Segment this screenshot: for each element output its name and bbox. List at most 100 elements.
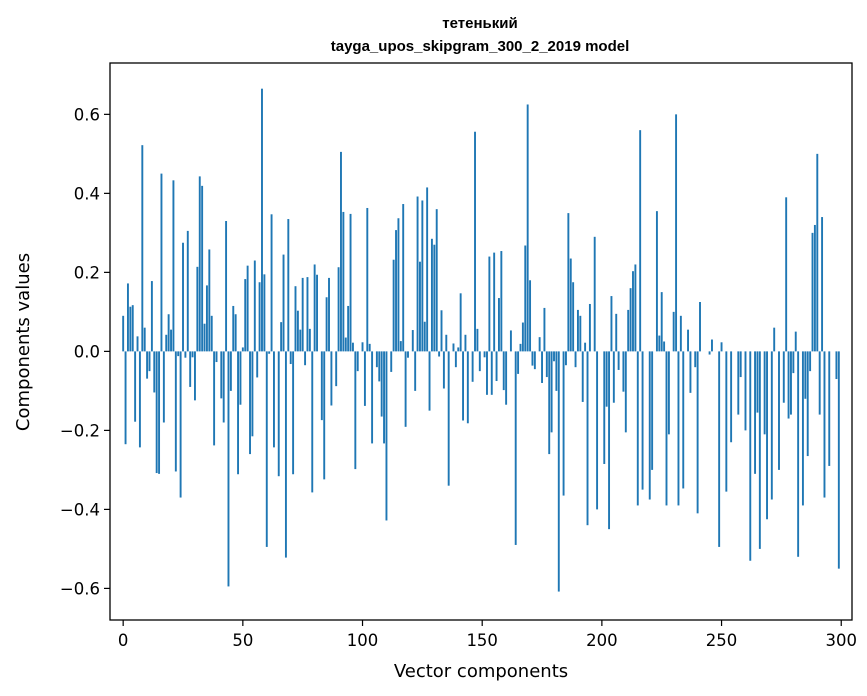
bar [131, 305, 134, 352]
bar [258, 282, 261, 352]
bar [574, 351, 577, 368]
bar [311, 351, 314, 493]
bar [421, 200, 424, 352]
bar [280, 322, 283, 352]
bar [205, 285, 208, 352]
bar [565, 351, 567, 366]
bar [557, 351, 560, 592]
bar [177, 351, 180, 357]
bar [342, 211, 345, 352]
bar [521, 322, 524, 352]
bar [478, 351, 481, 372]
bar [677, 351, 680, 506]
x-axis-ticks: 0 50 100 150 200 250 300 [118, 620, 857, 650]
bar [277, 351, 280, 477]
bar [138, 351, 141, 448]
bar [213, 351, 216, 446]
bar [689, 351, 692, 393]
bar [754, 351, 757, 474]
bar [445, 334, 448, 352]
bar [763, 351, 766, 435]
bar [282, 254, 285, 352]
bar [150, 281, 153, 352]
bar [682, 351, 685, 489]
bar [497, 298, 500, 352]
y-axis-label: Components values [13, 253, 34, 431]
bar [641, 351, 644, 490]
bar [289, 351, 292, 365]
bar [201, 185, 204, 352]
bar [794, 331, 797, 352]
x-tick-label: 150 [466, 631, 498, 650]
bar [517, 351, 520, 374]
bar [730, 351, 733, 443]
bar [124, 351, 127, 445]
bar [182, 242, 184, 352]
bar [143, 327, 146, 352]
y-tick-label: 0.0 [74, 342, 100, 361]
bar [323, 351, 326, 480]
bar [402, 204, 405, 352]
bar [344, 337, 347, 352]
bar [196, 266, 199, 352]
bar [337, 267, 340, 352]
bar [351, 342, 354, 352]
bar [785, 197, 788, 352]
x-tick-label: 50 [232, 631, 253, 650]
bar [232, 305, 235, 352]
bar [325, 297, 328, 352]
bar [126, 283, 129, 352]
bar [603, 351, 606, 464]
bar [148, 351, 151, 372]
bar [399, 341, 402, 352]
bar [471, 351, 474, 382]
bar [136, 336, 139, 352]
bar [356, 351, 359, 372]
bar [244, 279, 247, 352]
bar [265, 351, 268, 547]
bar [665, 351, 668, 506]
bar [524, 245, 527, 352]
bar [440, 310, 443, 352]
bar [423, 321, 426, 352]
bar [363, 351, 366, 406]
chart-title: тетенький tayga_upos_skipgram_300_2_2019… [331, 15, 630, 55]
bar [821, 217, 824, 352]
bar [679, 315, 682, 352]
bar [172, 180, 175, 352]
bar [804, 351, 807, 399]
bar [294, 286, 297, 352]
bar [416, 196, 419, 352]
bar [488, 256, 491, 352]
bar [545, 351, 548, 378]
bar [612, 351, 615, 403]
x-axis-label: Vector components [394, 661, 568, 682]
bar [531, 351, 534, 366]
bar [725, 351, 728, 492]
bar [203, 323, 206, 352]
bar [483, 351, 486, 358]
bar [378, 351, 381, 382]
bar [253, 260, 256, 352]
bar [430, 238, 433, 352]
bar [229, 351, 232, 391]
bar [414, 351, 417, 391]
bar [744, 351, 747, 431]
bar [541, 351, 543, 383]
bar [629, 288, 632, 352]
bar [457, 347, 460, 352]
bar [636, 351, 639, 506]
bar [634, 264, 637, 352]
bar [184, 351, 187, 358]
bar [579, 315, 582, 352]
bar [770, 351, 773, 500]
bar [687, 329, 689, 352]
bar [158, 351, 161, 474]
bar [610, 296, 613, 352]
bar [718, 351, 721, 547]
bar [220, 351, 223, 399]
bar [146, 351, 149, 379]
bar [773, 327, 776, 352]
bar [818, 351, 821, 415]
bar [667, 351, 670, 435]
